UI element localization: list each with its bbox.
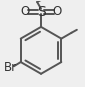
Text: Br: Br [3, 61, 16, 74]
Text: O: O [52, 5, 61, 18]
Text: S: S [37, 5, 45, 19]
Text: O: O [21, 5, 30, 18]
